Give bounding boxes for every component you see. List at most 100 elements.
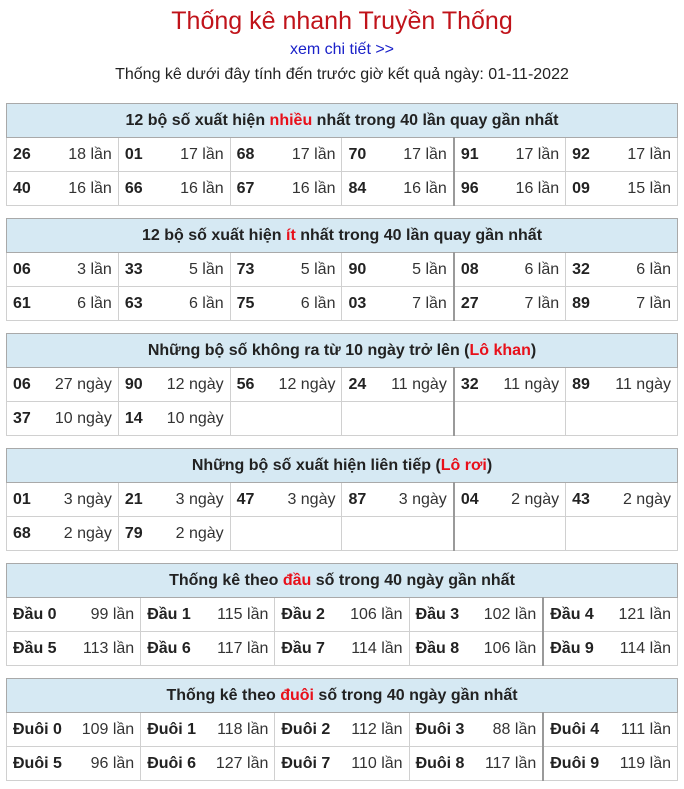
stat-number: Đầu 6 — [147, 639, 191, 657]
stat-count: 7 lần — [412, 294, 447, 312]
table-row: 06 3 lần 33 5 lần 73 5 lần 90 5 lần 08 6 lần 32 6 l… — [6, 252, 678, 287]
stat-count: 7 lần — [636, 294, 671, 312]
stat-count: 114 lần — [619, 639, 671, 657]
stat-count: 11 ngày — [391, 375, 447, 393]
stat-cell: 90 5 lần — [341, 252, 455, 287]
table-row: 40 16 lần 66 16 lần 67 16 lần 84 16 lần 96 16 lần… — [6, 171, 678, 206]
table-row: 37 10 ngày 14 10 ngày — [6, 401, 678, 436]
stat-count: 2 ngày — [622, 490, 671, 508]
stat-count: 5 lần — [412, 260, 447, 278]
stat-number: Đầu 0 — [13, 605, 57, 623]
stat-count: 3 ngày — [287, 490, 336, 508]
most-title-pre: 12 bộ số xuất hiện — [125, 111, 270, 129]
stat-number: 40 — [13, 179, 31, 197]
stat-cell: 32 6 lần — [565, 252, 678, 287]
stat-count: 17 lần — [515, 145, 560, 163]
stat-cell: 68 2 ngày — [6, 516, 119, 551]
detail-link[interactable]: xem chi tiết >> — [289, 41, 395, 58]
stat-cell: 24 11 ngày — [341, 367, 455, 402]
stat-cell: 66 16 lần — [117, 171, 231, 206]
stat-count: 111 lần — [620, 720, 671, 738]
table-row: Đầu 5 113 lần Đầu 6 117 lần Đầu 7 114 lần Đầu … — [5, 631, 679, 666]
stat-cell: 03 7 lần — [341, 286, 455, 321]
stat-count: 17 lần — [403, 145, 447, 163]
stat-count: 109 lần — [81, 720, 135, 738]
stat-cell: Đầu 2 106 lần — [274, 597, 410, 632]
stat-count: 17 lần — [291, 145, 336, 163]
table-row: Đuôi 5 96 lần Đuôi 6 127 lần Đuôi 7 110 lần Đu… — [5, 746, 679, 781]
least-frequent-table: 12 bộ số xuất hiện ít nhất trong 40 lần … — [6, 218, 678, 321]
duoi-title-hl: đuôi — [280, 686, 314, 704]
stat-cell: 27 7 lần — [452, 286, 567, 321]
least-title-hl: ít — [286, 226, 296, 244]
stat-number: Đầu 7 — [281, 639, 325, 657]
stat-number: Đuôi 6 — [147, 754, 197, 772]
stat-cell: 04 2 ngày — [452, 482, 567, 517]
stat-count: 106 lần — [350, 605, 403, 623]
stat-count: 121 lần — [618, 605, 672, 623]
stat-number: 90 — [348, 260, 367, 278]
stat-count: 12 ngày — [166, 375, 224, 393]
stat-count: 6 lần — [300, 294, 336, 312]
stat-number: 03 — [348, 294, 367, 312]
table-row: Đầu 0 99 lần Đầu 1 115 lần Đầu 2 106 lần Đầu 3… — [5, 597, 679, 632]
stat-cell: Đuôi 2 112 lần — [274, 712, 410, 747]
stat-count: 5 lần — [188, 260, 224, 278]
stat-count: 106 lần — [483, 639, 537, 657]
table-row: 61 6 lần 63 6 lần 75 6 lần 03 7 lần 27 7 lần 89 7 l… — [6, 286, 678, 321]
stat-number: Đầu 1 — [147, 605, 191, 623]
stat-cell: 63 6 lần — [117, 286, 231, 321]
roi-title-pre: Những bộ số xuất hiện liên tiếp ( — [191, 456, 441, 474]
stat-count: 15 lần — [627, 179, 671, 197]
stat-number: 89 — [572, 294, 590, 312]
stat-count: 2 ngày — [511, 490, 560, 508]
roi-title-hl: Lô rơi — [440, 456, 487, 474]
stat-count: 99 lần — [90, 605, 135, 623]
roi-title-post: ) — [486, 456, 493, 474]
least-table-title: 12 bộ số xuất hiện ít nhất trong 40 lần … — [6, 218, 678, 253]
stat-number: 73 — [236, 260, 255, 278]
stat-number: 66 — [124, 179, 143, 197]
stat-cell: Đuôi 9 119 lần — [542, 746, 679, 781]
stat-number: 01 — [13, 490, 31, 508]
dau-stats-table: Thống kê theo đầu số trong 40 ngày gần n… — [5, 563, 679, 666]
page-subtitle: Thống kê dưới đây tính đến trước giờ kết… — [115, 66, 569, 83]
stat-count: 10 ngày — [166, 409, 224, 427]
stat-cell: 67 16 lần — [229, 171, 343, 206]
stat-cell: 47 3 ngày — [229, 482, 343, 517]
stat-cell: Đầu 3 102 lần — [408, 597, 544, 632]
stat-count: 5 lần — [300, 260, 336, 278]
stat-number: 79 — [124, 524, 143, 542]
stat-number: Đuôi 9 — [550, 754, 600, 772]
stat-number: 56 — [236, 375, 255, 393]
stat-number: 32 — [460, 375, 479, 393]
stat-count: 3 ngày — [398, 490, 447, 508]
table-row: 01 3 ngày 21 3 ngày 47 3 ngày 87 3 ngày 04 2 ngày… — [6, 482, 678, 517]
stat-number: 24 — [348, 375, 367, 393]
least-title-post: nhất trong 40 lần quay gần nhất — [295, 226, 543, 244]
stat-cell — [565, 401, 678, 436]
stat-count: 110 lần — [351, 754, 403, 772]
stat-cell — [341, 516, 455, 551]
stat-number: 06 — [13, 375, 31, 393]
stat-cell: Đuôi 6 127 lần — [140, 746, 276, 781]
stat-number: Đuôi 2 — [281, 720, 331, 738]
stat-number: 92 — [572, 145, 590, 163]
stat-cell: 68 17 lần — [229, 137, 343, 172]
stat-count: 96 lần — [90, 754, 135, 772]
stat-count: 7 lần — [524, 294, 560, 312]
stat-number: 87 — [348, 490, 367, 508]
stat-cell — [341, 401, 455, 436]
stat-count: 115 lần — [217, 605, 269, 623]
stat-count: 6 lần — [188, 294, 224, 312]
stat-number: 75 — [236, 294, 255, 312]
stat-cell: Đuôi 0 109 lần — [5, 712, 142, 747]
dau-table-title: Thống kê theo đầu số trong 40 ngày gần n… — [6, 563, 678, 598]
stat-cell: 91 17 lần — [452, 137, 567, 172]
stat-count: 102 lần — [483, 605, 537, 623]
stat-cell: 32 11 ngày — [452, 367, 567, 402]
stat-number: Đuôi 1 — [147, 720, 197, 738]
stat-count: 3 ngày — [175, 490, 224, 508]
stat-count: 11 ngày — [503, 375, 560, 393]
stat-count: 114 lần — [351, 639, 403, 657]
